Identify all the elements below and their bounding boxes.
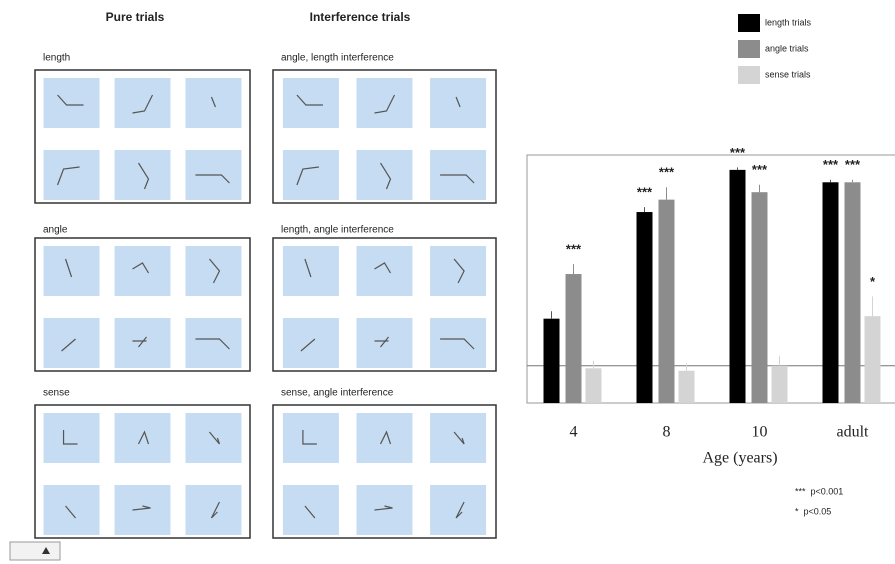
legend-swatch xyxy=(738,66,760,84)
stimulus-tile xyxy=(357,150,413,200)
x-axis-label: Age (years) xyxy=(702,450,777,467)
stimulus-tile xyxy=(115,413,171,463)
x-tick-label: 4 xyxy=(570,424,578,441)
significance-label: *** xyxy=(637,185,653,200)
bar xyxy=(659,200,675,403)
bar xyxy=(566,274,582,403)
bar xyxy=(865,316,881,403)
stimulus-tile xyxy=(283,413,339,463)
bar xyxy=(544,319,560,403)
stimulus-tile xyxy=(283,485,339,535)
panel-label: length, angle interference xyxy=(281,225,394,236)
toggle-button[interactable] xyxy=(10,542,60,560)
stimulus-tile xyxy=(115,246,171,296)
significance-label: *** xyxy=(823,157,839,172)
stimulus-tile xyxy=(283,78,339,128)
stimulus-tile xyxy=(115,78,171,128)
stimulus-tile xyxy=(185,318,241,368)
legend-swatch xyxy=(738,14,760,32)
bar xyxy=(586,368,602,403)
stimulus-tile xyxy=(357,485,413,535)
button-frame xyxy=(10,542,60,560)
bar xyxy=(823,182,839,403)
stimulus-tile xyxy=(185,485,241,535)
panel-label: angle xyxy=(43,225,68,236)
column-header: Interference trials xyxy=(310,10,411,24)
stimulus-tile xyxy=(430,246,486,296)
significance-label: *** xyxy=(845,157,861,172)
stimulus-tile xyxy=(357,413,413,463)
stimulus-tile xyxy=(185,413,241,463)
stimulus-tile xyxy=(357,318,413,368)
panel-label: sense, angle interference xyxy=(281,388,394,399)
stimulus-tile xyxy=(430,413,486,463)
stimulus-tile xyxy=(185,246,241,296)
bar xyxy=(730,170,746,403)
bar xyxy=(752,192,768,403)
legend-label: angle trials xyxy=(765,43,809,53)
significance-label: * xyxy=(870,274,876,289)
panel-label: sense xyxy=(43,388,70,399)
panel-label: length xyxy=(43,53,70,64)
stimulus-tile xyxy=(115,318,171,368)
stimulus-tile xyxy=(430,485,486,535)
x-tick-label: 10 xyxy=(752,424,768,441)
legend-label: length trials xyxy=(765,17,812,27)
stimulus-tile xyxy=(283,150,339,200)
stimulus-tile xyxy=(44,413,100,463)
legend-label: sense trials xyxy=(765,69,811,79)
stimulus-tile xyxy=(44,150,100,200)
stimulus-tile xyxy=(115,150,171,200)
footnote: * p<0.05 xyxy=(795,506,831,516)
figure: Pure trials Interference trials length an… xyxy=(0,0,895,564)
x-tick-label: 8 xyxy=(663,424,671,441)
significance-label: *** xyxy=(566,242,582,257)
stimulus-tile xyxy=(44,246,100,296)
stimulus-tile xyxy=(430,318,486,368)
footnote: *** p<0.001 xyxy=(795,486,843,496)
significance-label: *** xyxy=(730,145,746,160)
panel-label: angle, length interference xyxy=(281,53,394,64)
column-header: Pure trials xyxy=(106,10,165,24)
bar xyxy=(845,182,861,403)
stimulus-tile xyxy=(44,485,100,535)
bar xyxy=(637,212,653,403)
x-tick-label: adult xyxy=(837,424,870,441)
significance-label: *** xyxy=(752,162,768,177)
stimulus-tile xyxy=(44,78,100,128)
stimulus-tile xyxy=(357,246,413,296)
stimulus-tile xyxy=(115,485,171,535)
bar xyxy=(679,371,695,403)
legend-swatch xyxy=(738,40,760,58)
stimulus-tile xyxy=(283,246,339,296)
bar xyxy=(772,366,788,403)
stimulus-tile xyxy=(357,78,413,128)
significance-label: *** xyxy=(659,165,675,180)
